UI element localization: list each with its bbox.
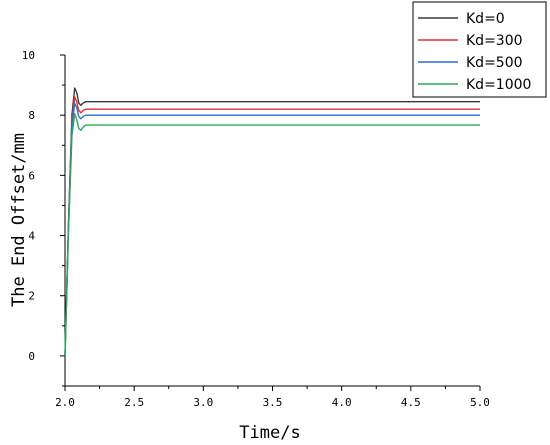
y-tick-label: 8 bbox=[28, 109, 35, 122]
series-line-1 bbox=[64, 87, 480, 356]
y-tick-label: 0 bbox=[28, 350, 35, 363]
legend: Kd=0 Kd=300 Kd=500 Kd=1000 bbox=[412, 1, 547, 98]
y-tick-label: 6 bbox=[28, 169, 35, 182]
x-tick-label: 2.0 bbox=[55, 396, 75, 409]
x-tick-label: 5.0 bbox=[470, 396, 490, 409]
series-line-4 bbox=[64, 112, 480, 356]
x-tick-label: 3.0 bbox=[193, 396, 213, 409]
series-layer bbox=[64, 87, 480, 356]
y-tick-label: 2 bbox=[28, 290, 35, 303]
legend-label: Kd=500 bbox=[466, 55, 523, 71]
y-tick-label: 4 bbox=[28, 230, 35, 243]
legend-label: Kd=0 bbox=[466, 11, 505, 27]
x-axis-label: Time/s bbox=[239, 423, 300, 443]
series-line-2 bbox=[64, 96, 480, 356]
x-tick-label: 2.5 bbox=[124, 396, 144, 409]
x-tick-label: 4.0 bbox=[332, 396, 352, 409]
y-tick-label: 10 bbox=[22, 49, 35, 62]
x-tick-label: 3.5 bbox=[263, 396, 283, 409]
x-tick-label: 4.5 bbox=[401, 396, 421, 409]
legend-label: Kd=1000 bbox=[466, 77, 531, 93]
x-ticks: 2.0 2.5 3.0 3.5 4.0 4.5 5.0 bbox=[55, 386, 490, 409]
series-line-3 bbox=[64, 102, 480, 356]
y-ticks: 0 2 4 6 8 10 bbox=[22, 49, 65, 387]
legend-label: Kd=300 bbox=[466, 33, 523, 49]
y-axis-label: The End Offset/mm bbox=[9, 133, 29, 307]
plot-area bbox=[64, 55, 480, 387]
